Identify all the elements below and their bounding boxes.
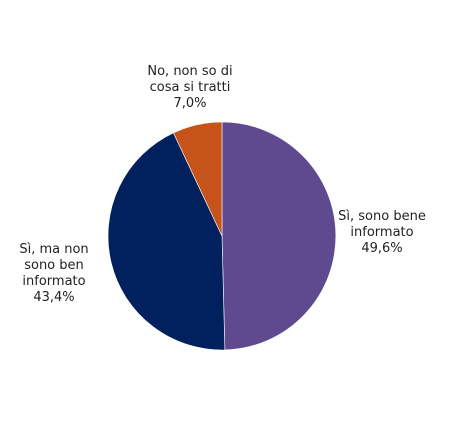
label-no-non-so-line-2: cosa si tratti — [149, 80, 231, 95]
slice-no-non-so — [173, 121, 223, 237]
label-si-bene-line-2: informato — [350, 225, 414, 240]
label-si-ma-non-line-3: informato — [22, 274, 86, 289]
label-no-non-so-value: 7,0% — [173, 96, 207, 111]
label-si-bene-value: 49,6% — [361, 241, 403, 256]
label-no-non-so-line-1: No, non so di — [147, 64, 233, 79]
label-si-ma-non-line-1: Sì, ma non — [19, 242, 89, 257]
slice-si-ma-non — [107, 132, 226, 351]
label-si-bene: Sì, sono bene informato 49,6% — [322, 209, 442, 257]
slice-si-bene — [221, 121, 337, 351]
label-no-non-so: No, non so di cosa si tratti 7,0% — [120, 64, 260, 112]
label-si-bene-line-1: Sì, sono bene — [338, 209, 426, 224]
label-si-ma-non-value: 43,4% — [33, 290, 75, 305]
label-si-ma-non: Sì, ma non sono ben informato 43,4% — [4, 242, 104, 306]
label-si-ma-non-line-2: sono ben — [24, 258, 84, 273]
